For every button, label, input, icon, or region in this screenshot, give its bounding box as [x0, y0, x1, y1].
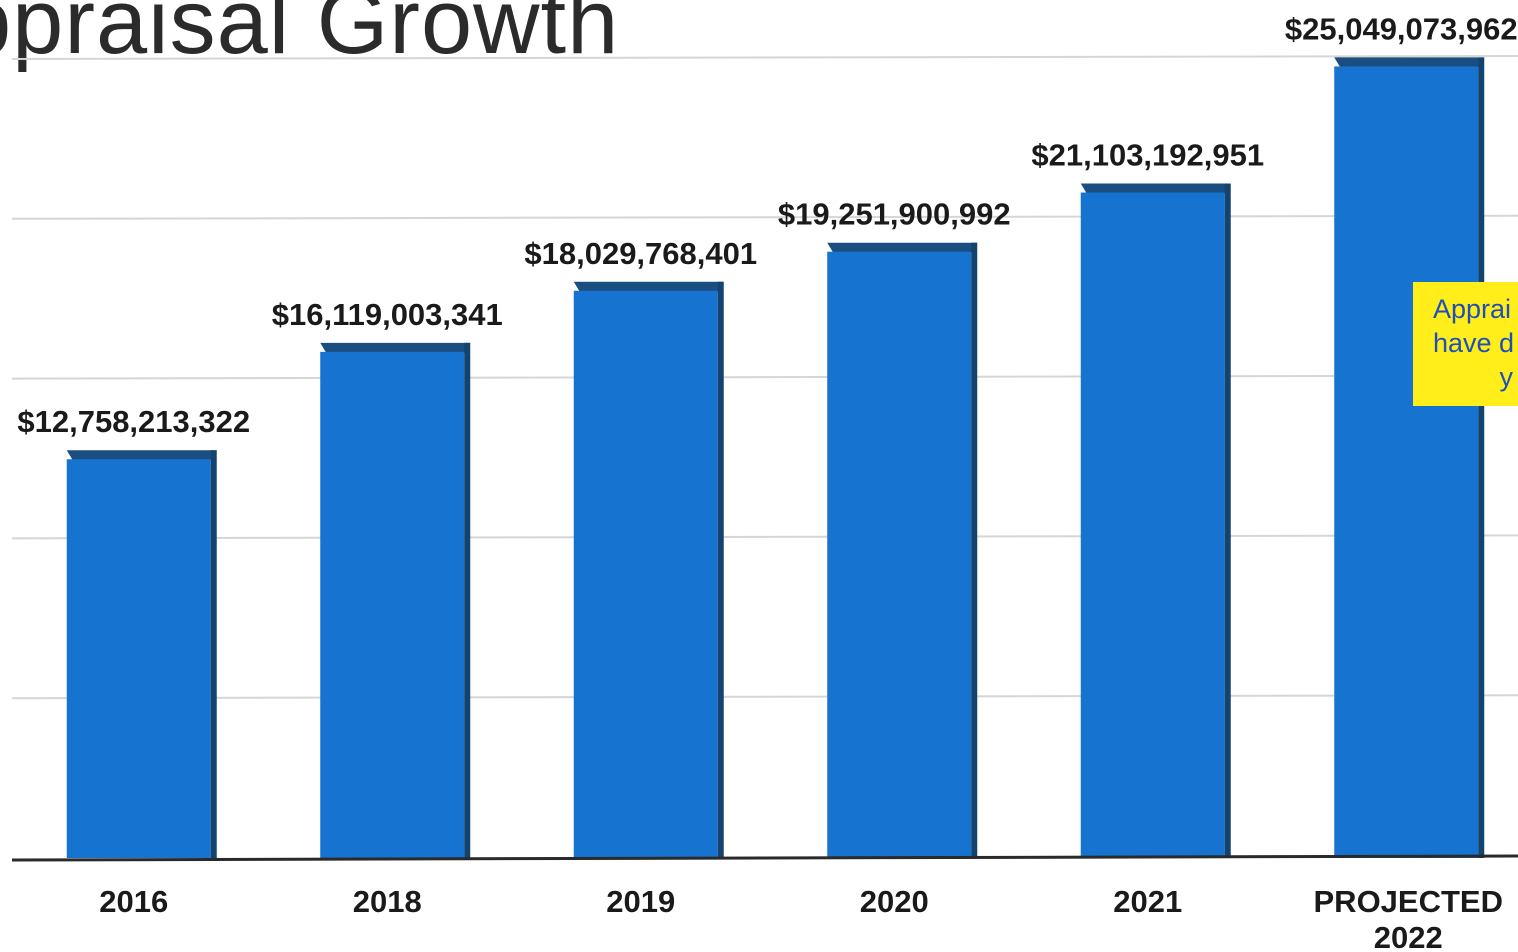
chart-title: ppraisal Growth [0, 0, 620, 73]
bar [66, 459, 211, 858]
bar-top-bevel [827, 242, 978, 253]
bar [827, 251, 972, 859]
bar-shadow [210, 450, 217, 858]
bar-top-bevel [1334, 57, 1485, 68]
bar-shadow [1224, 183, 1231, 859]
value-label: $16,119,003,341 [272, 297, 503, 332]
x-axis-line [11, 854, 1518, 862]
annotation-line: Apprai [1433, 294, 1512, 324]
value-label: $19,251,900,992 [778, 197, 1011, 232]
value-label: $21,103,192,951 [1031, 138, 1264, 173]
bar [1334, 66, 1479, 859]
labels-layer: $12,758,213,322 $16,119,003,341 $18,029,76… [17, 11, 1517, 439]
value-label: $18,029,768,401 [524, 236, 757, 271]
gridline [11, 374, 1518, 380]
annotation-line: y [1499, 362, 1514, 392]
x-tick-label: 2020 [860, 884, 929, 919]
gridline [11, 534, 1518, 540]
x-tick-label: 2021 [1113, 884, 1182, 919]
bar-shadow [1478, 57, 1485, 859]
bar [1080, 192, 1225, 859]
bar-top-bevel [66, 450, 217, 461]
gridline [11, 55, 1518, 60]
bar-top-bevel [573, 281, 724, 292]
annotation-line: have d [1433, 328, 1515, 358]
gridline [11, 214, 1518, 220]
bar-shadow [464, 342, 471, 858]
value-label: $12,758,213,322 [17, 404, 250, 439]
bar-top-bevel [320, 342, 471, 353]
value-label: $25,049,073,962 [1285, 11, 1518, 46]
x-tick-label: PROJECTED [1314, 884, 1503, 919]
x-tick-label: 2019 [606, 884, 675, 919]
bar-shadow [717, 281, 724, 858]
x-tick-label: 2016 [99, 884, 168, 919]
gridline [11, 694, 1518, 700]
bar-top-bevel [1080, 183, 1231, 194]
grid-layer [11, 55, 1518, 700]
bar [573, 290, 718, 858]
bars-layer [66, 57, 1485, 859]
x-tick-label: 2018 [353, 884, 422, 919]
x-tick-label: 2022 [1374, 920, 1443, 952]
annotation-note: Apprai have d y [1413, 282, 1518, 406]
bar [320, 351, 465, 858]
bar-shadow [971, 242, 978, 859]
